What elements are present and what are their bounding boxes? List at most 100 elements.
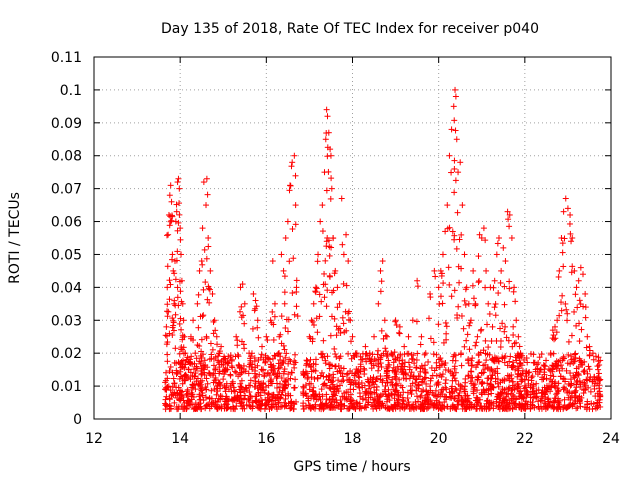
data-point — [483, 267, 490, 274]
data-point — [542, 363, 549, 370]
data-point — [174, 294, 181, 301]
data-point — [275, 360, 282, 367]
data-point — [395, 329, 402, 336]
data-point — [422, 374, 429, 381]
data-point — [448, 169, 455, 176]
data-point — [435, 321, 442, 328]
data-points — [162, 86, 604, 413]
data-point — [413, 393, 420, 400]
data-point — [577, 403, 584, 410]
data-point — [237, 284, 244, 291]
data-point — [427, 377, 434, 384]
y-tick-label: 0.06 — [51, 215, 82, 231]
data-point — [196, 343, 203, 350]
data-point — [164, 351, 171, 358]
data-point — [178, 277, 185, 284]
data-point — [331, 270, 338, 277]
data-point — [566, 220, 573, 227]
data-point — [277, 404, 284, 411]
data-point — [469, 374, 476, 381]
data-point — [465, 360, 472, 367]
data-point — [241, 395, 248, 402]
data-point — [214, 341, 221, 348]
y-tick-label: 0.07 — [51, 182, 82, 198]
data-point — [205, 285, 212, 292]
data-point — [334, 284, 341, 291]
data-point — [217, 396, 224, 403]
data-point — [469, 362, 476, 369]
data-point — [498, 399, 505, 406]
data-point — [328, 362, 335, 369]
data-point — [281, 300, 288, 307]
data-point — [400, 366, 407, 373]
data-point — [451, 117, 458, 124]
data-point — [202, 384, 209, 391]
data-point — [425, 315, 432, 322]
data-point — [510, 323, 517, 330]
data-point — [413, 357, 420, 364]
data-point — [425, 358, 432, 365]
data-point — [469, 282, 476, 289]
data-point — [363, 390, 370, 397]
data-point — [582, 304, 589, 311]
data-point — [355, 373, 362, 380]
data-point — [492, 300, 499, 307]
data-point — [320, 405, 327, 412]
data-point — [204, 191, 211, 198]
data-point — [428, 400, 435, 407]
data-point — [291, 384, 298, 391]
data-point — [500, 244, 507, 251]
data-point — [197, 360, 204, 367]
data-point — [424, 394, 431, 401]
y-tick-label: 0.01 — [51, 379, 82, 395]
data-point — [396, 376, 403, 383]
axis-ticks — [93, 56, 612, 420]
data-point — [556, 312, 563, 319]
data-point — [372, 357, 379, 364]
data-point — [375, 300, 382, 307]
data-point — [480, 347, 487, 354]
data-point — [386, 397, 393, 404]
data-point — [469, 355, 476, 362]
data-point — [488, 399, 495, 406]
data-point — [396, 357, 403, 364]
data-point — [457, 159, 464, 166]
data-point — [162, 332, 169, 339]
data-point — [358, 356, 365, 363]
data-point — [498, 390, 505, 397]
data-point — [537, 366, 544, 373]
data-point — [266, 396, 273, 403]
data-point — [463, 337, 470, 344]
data-point — [222, 388, 229, 395]
data-point — [580, 303, 587, 310]
data-point — [596, 385, 603, 392]
data-point — [263, 333, 270, 340]
data-point — [177, 288, 184, 295]
data-point — [230, 404, 237, 411]
data-point — [255, 356, 262, 363]
data-point — [438, 373, 445, 380]
data-point — [163, 323, 170, 330]
data-point — [444, 202, 451, 209]
data-point — [333, 323, 340, 330]
data-point — [277, 353, 284, 360]
data-point — [448, 394, 455, 401]
data-point — [175, 302, 182, 309]
data-point — [172, 311, 179, 318]
data-point — [421, 401, 428, 408]
data-point — [504, 208, 511, 215]
data-point — [429, 372, 436, 379]
data-point — [199, 261, 206, 268]
data-point — [436, 301, 443, 308]
data-point — [494, 376, 501, 383]
data-point — [249, 325, 256, 332]
data-point — [436, 356, 443, 363]
data-point — [327, 195, 334, 202]
data-point — [287, 358, 294, 365]
data-point — [320, 381, 327, 388]
data-point — [331, 315, 338, 322]
data-point — [199, 370, 206, 377]
data-point — [167, 281, 174, 288]
data-point — [289, 159, 296, 166]
data-point — [245, 382, 252, 389]
